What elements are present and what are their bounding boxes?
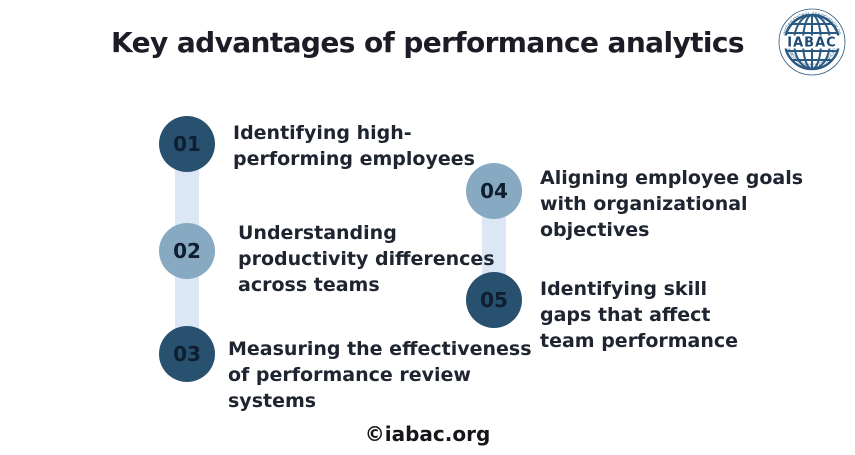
logo-wordmark: IABAC [787, 36, 836, 51]
step-badge-02: 02 [159, 223, 215, 279]
iabac-logo: INTERNATIONAL ASSOCIATION OF BUSINESS AN… [778, 8, 846, 76]
globe-icon: INTERNATIONAL ASSOCIATION OF BUSINESS AN… [778, 8, 846, 76]
step-badge-01: 01 [159, 116, 215, 172]
step-text-02: Understanding productivity differences a… [238, 222, 495, 296]
step-text-05: Identifying skill gaps that affect team … [540, 278, 739, 352]
step-badge-05: 05 [466, 272, 522, 328]
page-title: Key advantages of performance analytics [111, 26, 745, 59]
step-badge-04: 04 [466, 163, 522, 219]
step-text-03: Measuring the effectiveness of performan… [228, 338, 532, 412]
step-text-01: Identifying high- performing employees [233, 122, 475, 170]
footer-credit: ©iabac.org [364, 422, 491, 446]
step-text-04: Aligning employee goals with organizatio… [540, 167, 804, 241]
step-badge-03: 03 [159, 326, 215, 382]
